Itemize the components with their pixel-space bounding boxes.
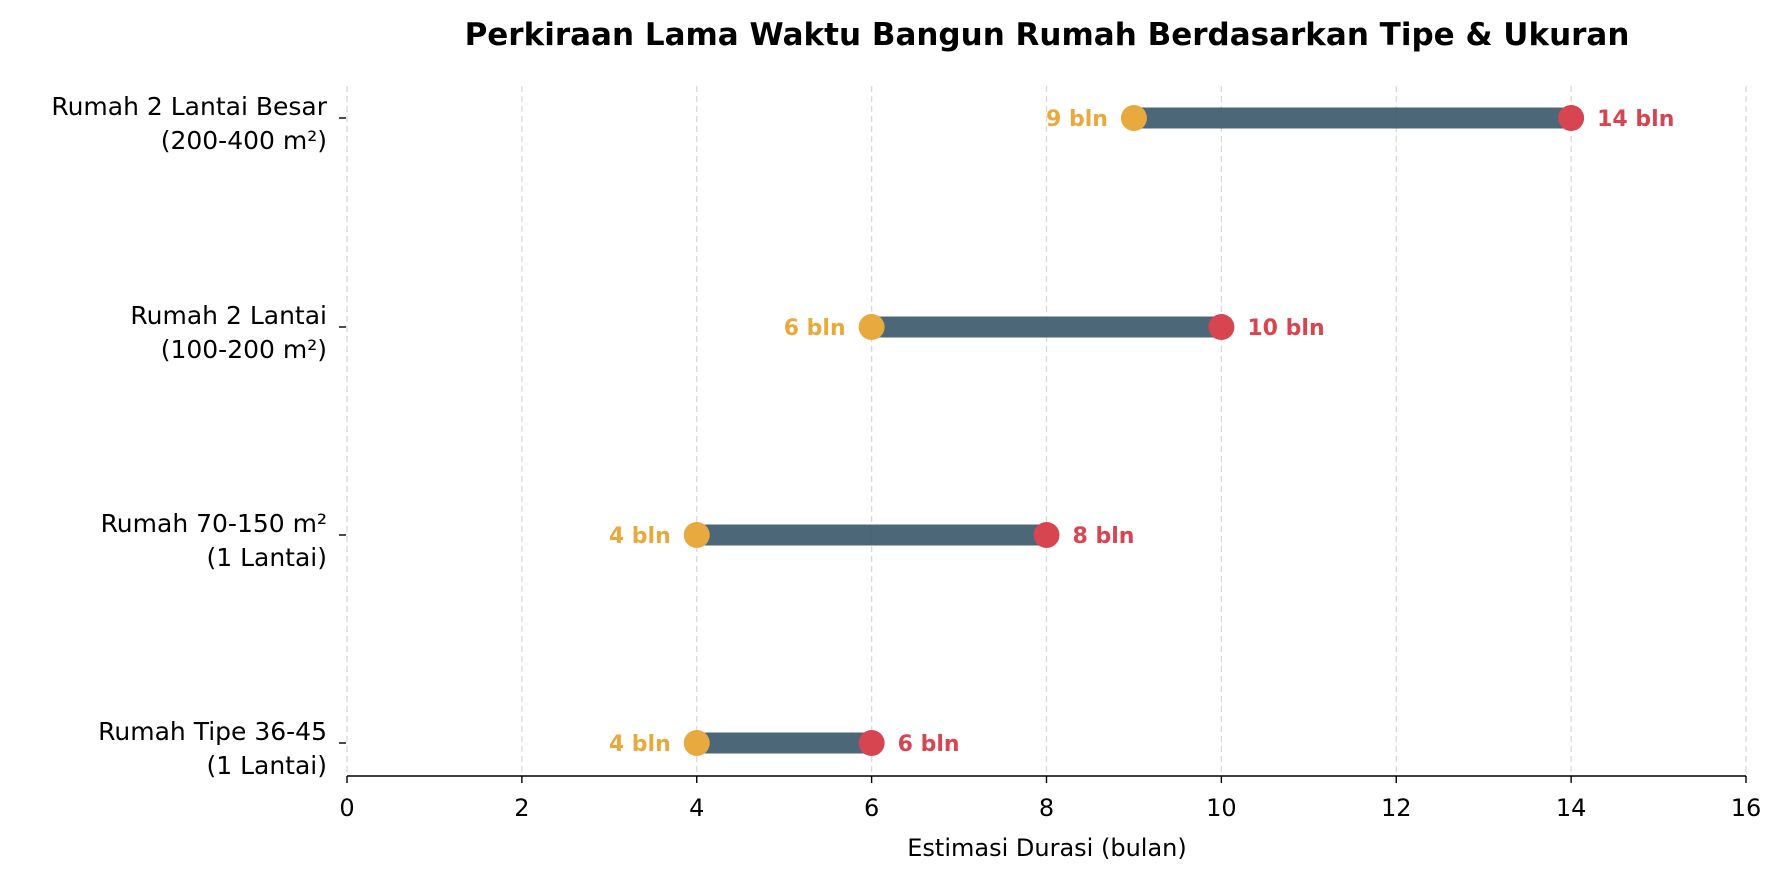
category-label-line1: Rumah 70-150 m² [101, 509, 327, 538]
x-tick-label: 12 [1381, 794, 1412, 822]
max-value-label: 8 bln [1073, 524, 1135, 549]
max-point [1208, 314, 1235, 340]
x-tick-label: 6 [864, 794, 879, 822]
grid-lines [346, 86, 1747, 776]
max-point [858, 730, 885, 756]
min-point [683, 522, 710, 548]
max-value-label: 10 bln [1247, 316, 1324, 341]
category-label-line2: (1 Lantai) [206, 751, 327, 780]
x-tick-label: 8 [1039, 794, 1054, 822]
max-point [1033, 522, 1060, 548]
x-tick-label: 14 [1556, 794, 1587, 822]
x-axis-title: Estimasi Durasi (bulan) [907, 834, 1186, 862]
x-tick-label: 16 [1731, 794, 1762, 822]
category-label-line1: Rumah Tipe 36-45 [98, 717, 327, 746]
x-axis: 0 2 4 6 8 10 12 14 16 [339, 775, 1762, 822]
max-point [1558, 105, 1585, 131]
min-point [683, 730, 710, 756]
min-value-label: 9 bln [1046, 107, 1108, 132]
y-axis-labels: Rumah 2 Lantai Besar (200-400 m²) Rumah 2 … [51, 92, 346, 780]
x-tick-label: 2 [514, 794, 529, 822]
min-value-label: 4 bln [609, 732, 671, 757]
category-label-line1: Rumah 2 Lantai [130, 301, 327, 330]
min-point [1120, 105, 1147, 131]
x-tick-label: 4 [689, 794, 704, 822]
value-labels: 9 bln 14 bln 6 bln 10 bln 4 bln 8 bln 4 bln 6 b… [609, 107, 1675, 757]
range-bars [696, 107, 1572, 754]
chart-title: Perkiraan Lama Waktu Bangun Rumah Berdas… [465, 17, 1630, 53]
max-value-label: 14 bln [1597, 107, 1674, 132]
range-points [683, 105, 1585, 756]
category-label-line2: (100-200 m²) [161, 335, 327, 364]
category-label-line2: (200-400 m²) [161, 126, 327, 155]
category-label-line1: Rumah 2 Lantai Besar [51, 92, 327, 121]
min-point [858, 314, 885, 340]
category-label-line2: (1 Lantai) [206, 543, 327, 572]
x-tick-label: 0 [339, 794, 354, 822]
x-tick-label: 10 [1206, 794, 1237, 822]
max-value-label: 6 bln [898, 732, 960, 757]
min-value-label: 6 bln [784, 316, 846, 341]
min-value-label: 4 bln [609, 524, 671, 549]
